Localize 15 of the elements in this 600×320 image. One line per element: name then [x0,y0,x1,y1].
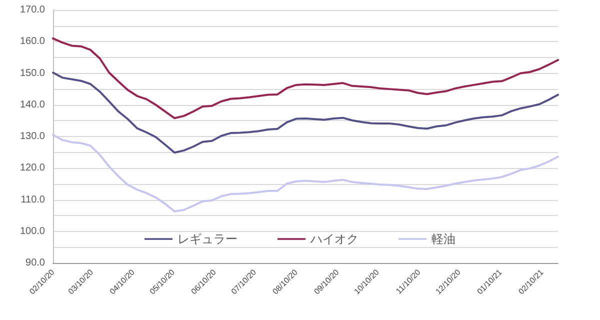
legend-label: ハイオク [310,232,358,246]
y-tick-label: 170.0 [20,4,46,16]
y-tick-label: 160.0 [20,36,46,48]
legend-label: 軽油 [432,232,456,246]
y-tick-label: 100.0 [20,226,46,237]
y-tick-label: 140.0 [20,99,46,110]
legend-label: レギュラー [178,232,238,246]
line-series [52,37,559,120]
y-tick-label: 110.0 [20,194,46,206]
line-series [52,134,559,212]
y-tick-label: 150.0 [20,68,46,79]
line-series [52,72,559,154]
y-tick-label: 120.0 [20,162,46,174]
y-tick-label: 90.0 [26,258,46,268]
y-tick-label: 130.0 [20,131,46,142]
